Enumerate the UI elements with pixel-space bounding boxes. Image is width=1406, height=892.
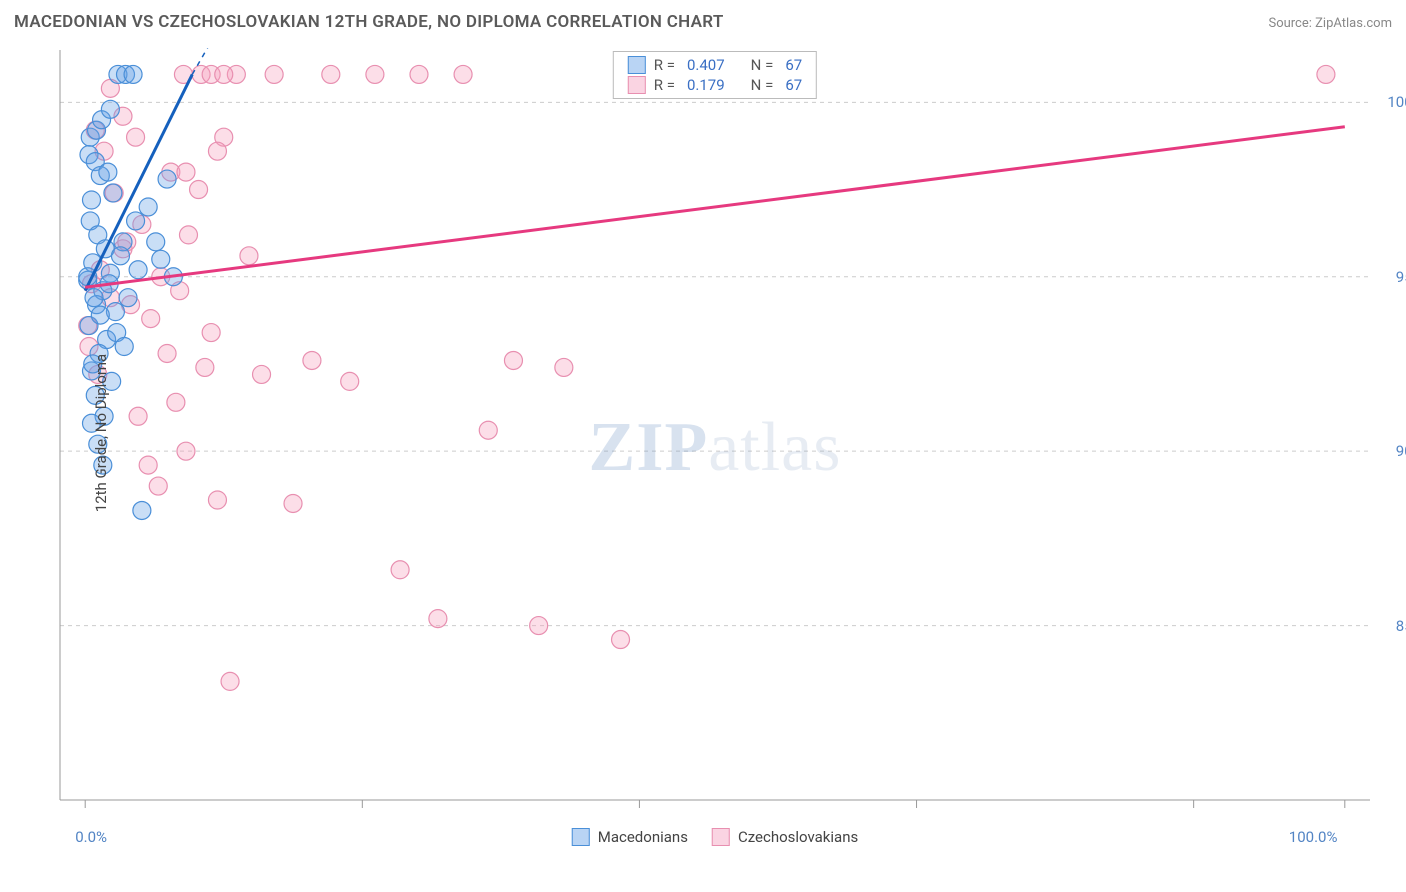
r-label: R = bbox=[654, 76, 675, 94]
y-tick-label: 85.0% bbox=[1396, 617, 1406, 635]
y-tick-label: 90.0% bbox=[1396, 442, 1406, 460]
swatch-blue-icon bbox=[572, 828, 590, 846]
x-tick-label: 100.0% bbox=[1289, 828, 1338, 846]
y-tick-label: 100.0% bbox=[1387, 93, 1406, 111]
legend-series: Macedonians Czechoslovakians bbox=[572, 828, 859, 846]
source-label: Source: ZipAtlas.com bbox=[1268, 16, 1392, 31]
swatch-pink-icon bbox=[628, 76, 646, 94]
legend-item-blue: Macedonians bbox=[572, 828, 688, 846]
scatter-plot bbox=[52, 48, 1378, 818]
y-axis-label: 12th Grade, No Diploma bbox=[92, 354, 110, 512]
legend-item-pink: Czechoslovakians bbox=[712, 828, 858, 846]
chart-title: MACEDONIAN VS CZECHOSLOVAKIAN 12TH GRADE… bbox=[14, 12, 724, 32]
n-value-blue: 67 bbox=[785, 56, 802, 74]
legend-stats-row-blue: R = 0.407 N = 67 bbox=[628, 56, 802, 74]
swatch-blue-icon bbox=[628, 56, 646, 74]
y-tick-label: 95.0% bbox=[1396, 268, 1406, 286]
x-tick-label: 0.0% bbox=[75, 828, 107, 846]
legend-stats: R = 0.407 N = 67 R = 0.179 N = 67 bbox=[613, 51, 817, 99]
r-value-pink: 0.179 bbox=[687, 76, 725, 94]
legend-label-blue: Macedonians bbox=[598, 828, 688, 846]
legend-label-pink: Czechoslovakians bbox=[738, 828, 858, 846]
chart-area: 12th Grade, No Diploma R = 0.407 N = 67 … bbox=[52, 48, 1378, 818]
r-value-blue: 0.407 bbox=[687, 56, 725, 74]
legend-stats-row-pink: R = 0.179 N = 67 bbox=[628, 76, 802, 94]
n-value-pink: 67 bbox=[785, 76, 802, 94]
n-label: N = bbox=[751, 56, 774, 74]
n-label: N = bbox=[751, 76, 774, 94]
swatch-pink-icon bbox=[712, 828, 730, 846]
r-label: R = bbox=[654, 56, 675, 74]
